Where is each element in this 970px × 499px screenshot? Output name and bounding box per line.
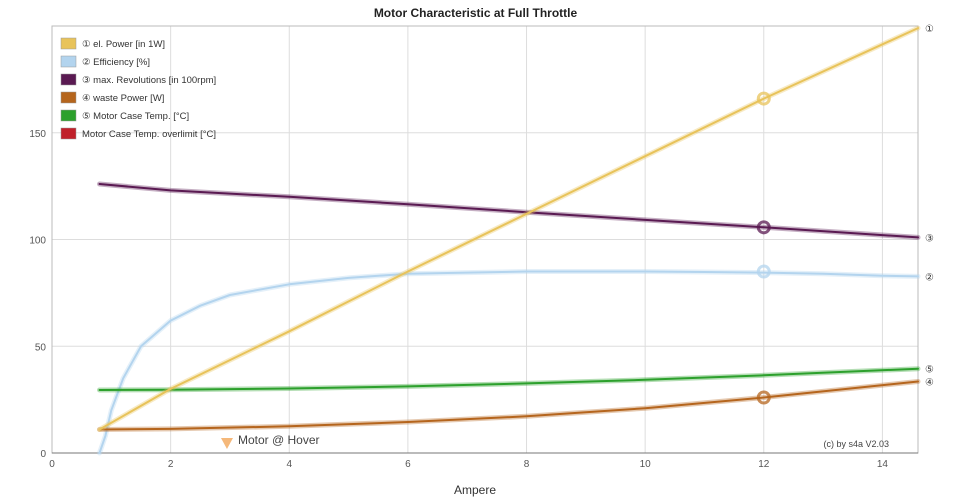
grid	[52, 26, 918, 453]
legend-swatch-2	[60, 55, 77, 68]
x-tick-label: 12	[758, 459, 770, 470]
legend: ① el. Power [in 1W] ② Efficiency [%] ③ max…	[60, 37, 216, 140]
series-marker-4	[756, 390, 771, 405]
series-end-label-4: ④	[925, 377, 934, 388]
series-line-5	[98, 367, 919, 391]
series-line-4	[98, 380, 919, 431]
y-tick-label: 0	[40, 449, 46, 460]
x-tick-label: 0	[49, 459, 55, 470]
series-marker-3	[756, 220, 771, 235]
x-tick-label: 8	[524, 459, 530, 470]
legend-swatch-1	[60, 37, 77, 50]
series-end-label-1: ①	[925, 24, 934, 35]
legend-swatch-6	[60, 127, 77, 140]
series-line-1	[98, 27, 919, 431]
legend-label-1: ① el. Power [in 1W]	[82, 39, 165, 50]
series-end-label-5: ⑤	[925, 365, 934, 376]
x-tick-label: 14	[877, 459, 889, 470]
x-tick-label: 10	[640, 459, 652, 470]
x-tick-label: 2	[168, 459, 174, 470]
legend-swatch-5	[60, 109, 77, 122]
hover-marker-triangle	[220, 438, 233, 449]
annotations-layer: Motor @ Hover	[220, 433, 320, 449]
x-tick-label: 4	[286, 459, 292, 470]
series-line-3	[98, 183, 919, 239]
y-tick-label: 150	[29, 129, 46, 140]
hover-annotation-label: Motor @ Hover	[238, 433, 320, 447]
legend-label-4: ④ waste Power [W]	[82, 93, 164, 104]
axes: 0 2 4 6 8 10 12 14 0 50 100 150	[29, 25, 919, 470]
end-labels-layer: ① ② ③ ④⑤	[925, 24, 934, 388]
series-end-label-3: ③	[925, 233, 934, 244]
series-layer	[97, 25, 921, 456]
y-tick-label: 100	[29, 236, 46, 247]
credit-text: (c) by s4a V2.03	[823, 439, 889, 449]
series-marker-2	[756, 264, 771, 279]
markers-layer	[756, 91, 771, 405]
series-line-2	[98, 270, 919, 454]
x-tick-label: 6	[405, 459, 411, 470]
legend-label-3: ③ max. Revolutions [in 100rpm]	[82, 75, 216, 86]
series-end-label-2: ②	[925, 272, 934, 283]
legend-swatch-4	[60, 91, 77, 104]
series-marker-1	[756, 91, 771, 106]
legend-label-6: Motor Case Temp. overlimit [°C]	[82, 129, 216, 140]
legend-label-2: ② Efficiency [%]	[82, 57, 150, 68]
x-axis-label: Ampere	[454, 483, 496, 497]
legend-swatch-3	[60, 73, 77, 86]
legend-label-5: ⑤ Motor Case Temp. [°C]	[82, 111, 189, 122]
y-tick-label: 50	[35, 342, 47, 353]
chart-title: Motor Characteristic at Full Throttle	[374, 6, 578, 20]
